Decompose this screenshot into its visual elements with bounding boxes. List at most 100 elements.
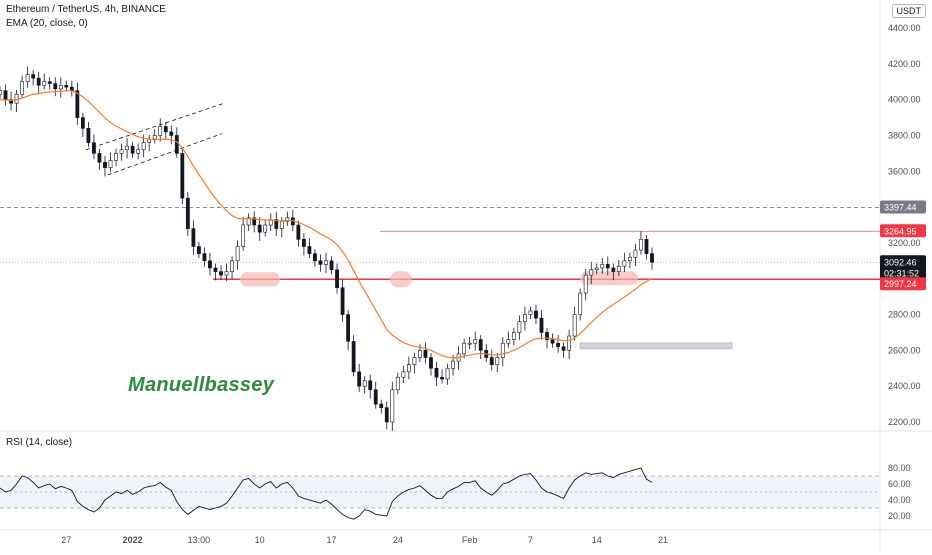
candle-body [224, 271, 229, 276]
candle-body [257, 224, 262, 233]
candle-body [296, 224, 301, 240]
candle-body [346, 314, 351, 342]
price-axis-tick-label: 4400.00 [888, 23, 921, 33]
chart-title: Ethereum / TetherUS, 4h, BINANCE [6, 4, 166, 15]
candle-body [103, 162, 107, 168]
candle-body [329, 260, 334, 271]
candle-body [550, 339, 555, 344]
candle-body [390, 389, 395, 423]
candle-body [434, 367, 439, 378]
candle-body [307, 246, 312, 254]
badge-level-high: 3397.44 [884, 203, 917, 213]
candle-body [616, 265, 621, 272]
candle-body [230, 260, 234, 272]
currency-badge[interactable]: USDT [891, 4, 926, 18]
candle-body [611, 267, 616, 272]
candle-body [357, 371, 362, 387]
time-axis-tick-label: 14 [592, 535, 602, 545]
candle-body [64, 85, 69, 88]
time-axis-tick-label: 2022 [123, 535, 143, 545]
support-retest-zone [580, 271, 638, 286]
badge-countdown: 02:31:52 [884, 268, 919, 278]
channel-upper-line [85, 102, 225, 151]
candle-body [567, 335, 572, 351]
badge-level-high-bg [880, 200, 926, 214]
candle-body [9, 99, 13, 104]
candle-body [600, 264, 605, 269]
candle-body [213, 267, 218, 272]
candle-body [445, 367, 450, 380]
rsi-axis-tick-label: 60.00 [888, 479, 911, 489]
price-axis-tick-label: 2800.00 [888, 310, 921, 320]
candle-body [340, 287, 345, 315]
candle-body [53, 83, 58, 90]
candle-body [627, 256, 632, 262]
candle-body [31, 74, 36, 79]
candle-body [20, 81, 25, 95]
time-axis-tick-label: 7 [528, 535, 533, 545]
candle-body [263, 224, 268, 233]
rsi-axis-tick-label: 40.00 [888, 495, 911, 505]
candle-body [125, 145, 129, 151]
candle-body [462, 342, 467, 355]
rsi-line [0, 467, 653, 520]
candle-body [163, 126, 168, 133]
ema-line [0, 90, 653, 359]
candle-body [108, 160, 113, 168]
candle-body [119, 149, 124, 154]
time-axis-tick-label: Feb [462, 535, 478, 545]
candle-body [3, 90, 8, 100]
candle-body [246, 217, 251, 226]
candle-body [80, 117, 85, 129]
candle-body [180, 153, 185, 199]
candle-body [495, 357, 500, 365]
candle-body [274, 219, 279, 229]
candle-body [362, 380, 367, 387]
candle-body [313, 253, 317, 262]
candle-body [384, 407, 389, 423]
badge-current-price: 3092.46 [884, 257, 917, 267]
candle-body [440, 376, 444, 380]
price-axis-tick-label: 3200.00 [888, 238, 921, 248]
candle-body [42, 81, 47, 86]
candle-body [418, 350, 422, 358]
badge-level-support-bg [880, 277, 926, 291]
candle-body [412, 357, 417, 365]
candle-body [650, 253, 654, 263]
candle-body [594, 267, 599, 271]
badge-level-resistance-bg [880, 224, 926, 238]
candle-body [572, 314, 577, 337]
candle-body [523, 314, 527, 323]
time-axis-tick-label: 27 [61, 535, 71, 545]
candle-body [644, 239, 649, 254]
candle-body [25, 74, 30, 83]
candle-body [318, 260, 323, 265]
candle-body [141, 142, 146, 151]
candle-body [169, 131, 174, 136]
candle-body [406, 364, 411, 373]
price-axis-tick-label: 3800.00 [888, 130, 921, 140]
candle-body [489, 357, 494, 365]
candle-body [36, 77, 41, 86]
time-axis-tick-label: 13:00 [188, 535, 211, 545]
candle-body [589, 269, 594, 276]
badge-current-bg [880, 255, 926, 280]
candle-body [517, 321, 522, 333]
price-axis-tick-label: 2200.00 [888, 417, 921, 427]
candle-body [368, 380, 373, 391]
candle-body [235, 246, 240, 262]
candle-body [114, 153, 118, 161]
candle-body [92, 142, 96, 154]
candle-body [241, 224, 246, 247]
candle-body [158, 126, 163, 136]
candle-body [545, 332, 549, 340]
candle-body [279, 221, 284, 229]
time-axis-tick-label: 21 [658, 535, 668, 545]
candle-body [539, 317, 544, 333]
price-axis-tick-label: 4000.00 [888, 95, 921, 105]
candle-body [208, 260, 212, 269]
demand-zone-box [579, 342, 733, 350]
support-touch-zone [240, 272, 280, 287]
